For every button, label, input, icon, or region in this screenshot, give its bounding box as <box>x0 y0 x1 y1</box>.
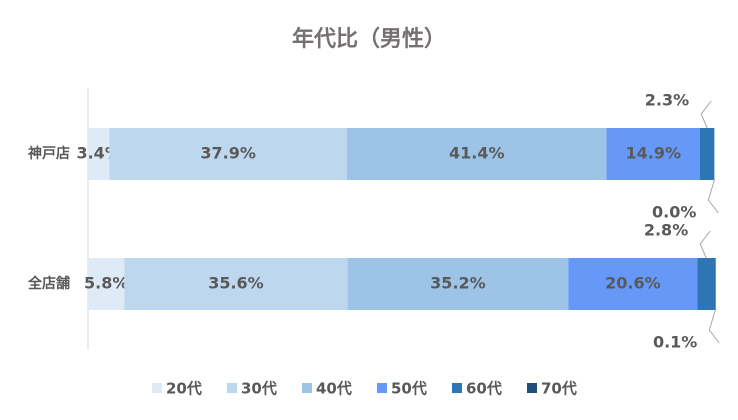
data-label: 0.1% <box>653 333 697 352</box>
chart-title: 年代比（男性） <box>292 26 446 52</box>
legend-swatch <box>152 383 162 393</box>
data-label: 37.9% <box>200 144 256 163</box>
data-label: 20.6% <box>605 274 661 293</box>
legend-label: 40代 <box>316 380 352 398</box>
leader-line <box>699 230 711 259</box>
bar-segment <box>88 128 110 180</box>
category-label: 神戸店 <box>28 145 70 162</box>
bar-segment <box>88 258 125 310</box>
bar-segment <box>697 258 715 310</box>
data-label: 41.4% <box>449 144 505 163</box>
bar-segment <box>124 258 348 310</box>
legend-label: 50代 <box>391 380 427 398</box>
legend-label: 20代 <box>166 380 202 398</box>
bar-segment <box>568 258 698 310</box>
legend-label: 70代 <box>541 380 577 398</box>
bar-segment <box>109 128 347 180</box>
bar-segment <box>715 258 716 310</box>
leader-line <box>708 309 720 344</box>
legend-swatch <box>302 383 312 393</box>
data-label: 14.9% <box>625 144 681 163</box>
leader-line <box>707 179 719 214</box>
bar-segment <box>346 128 607 180</box>
data-label: 0.0% <box>652 203 696 222</box>
bar-segment <box>606 128 700 180</box>
legend-swatch <box>227 383 237 393</box>
data-label: 2.8% <box>644 221 688 240</box>
legend-swatch <box>527 383 537 393</box>
data-label: 35.6% <box>208 274 264 293</box>
legend-label: 30代 <box>241 380 277 398</box>
legend-swatch <box>452 383 462 393</box>
data-label: 35.2% <box>430 274 486 293</box>
bar-segment <box>699 128 715 180</box>
data-label: 5.8% <box>84 274 128 293</box>
legend-swatch <box>377 383 387 393</box>
category-label: 全店舗 <box>27 275 70 292</box>
leader-line <box>700 100 712 129</box>
data-label: 2.3% <box>645 91 689 110</box>
bar-segment <box>347 258 569 310</box>
legend-label: 60代 <box>466 380 502 398</box>
